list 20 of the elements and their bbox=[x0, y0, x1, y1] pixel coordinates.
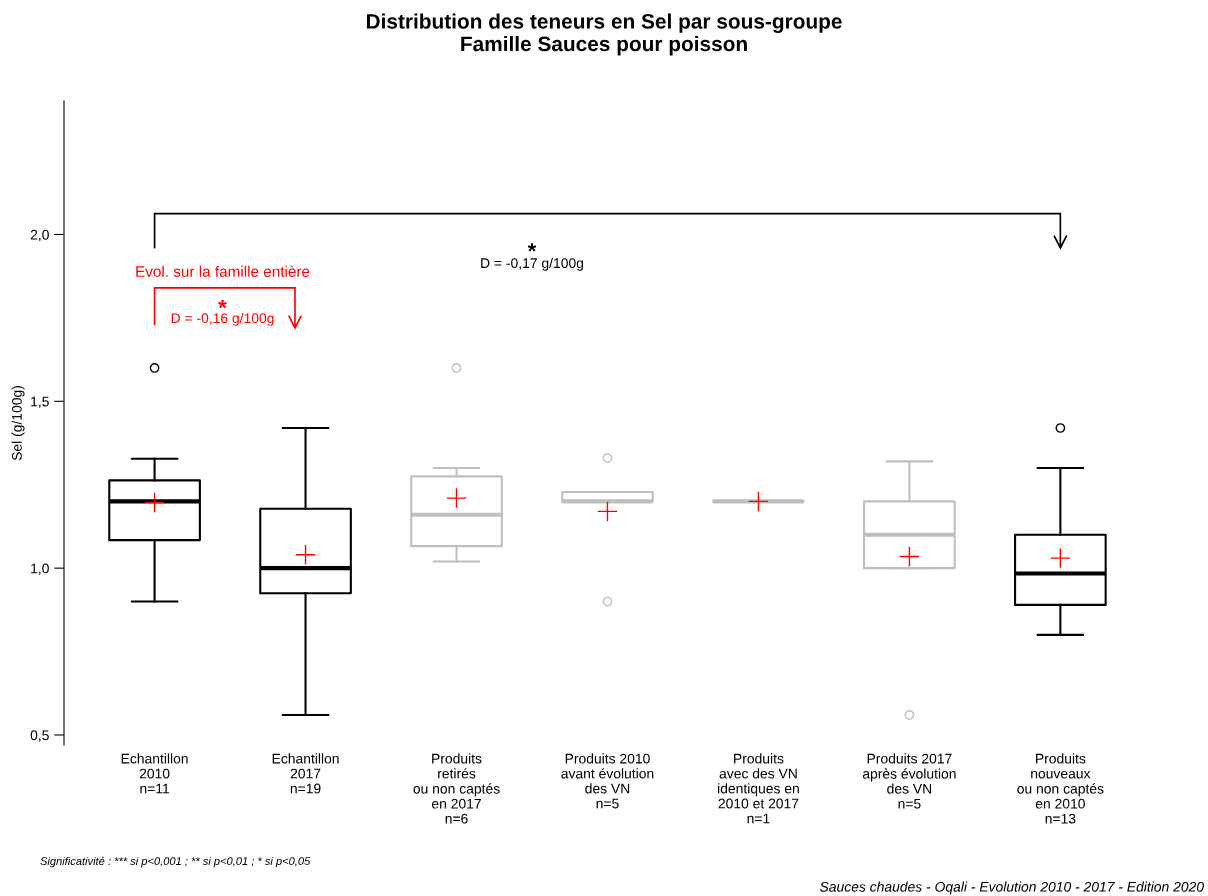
x-tick-label: Produits 2017 après évolution des VN n=5 bbox=[862, 753, 956, 809]
text: Sauces chaudes - Oqali - Evolution 2010 - 2017 - Edition 2020 bbox=[819, 881, 1204, 895]
annotation: D = -0,16 g/100g bbox=[171, 312, 274, 326]
x-tick-label: Produits nouveaux ou non captés en 2010 n=13 bbox=[1017, 753, 1104, 824]
y-tick-label: 1,5 bbox=[31, 396, 49, 409]
annotation: * bbox=[527, 243, 537, 252]
annotation: D = -0,17 g/100g bbox=[481, 257, 584, 271]
annotation: Evol. sur la famille entière bbox=[136, 265, 310, 277]
x-tick-label: Echantillon 2017 n=19 bbox=[272, 753, 339, 794]
annotation: * bbox=[218, 300, 227, 309]
chart-title: Distribution des teneurs en Sel par sous-groupe Famille Sauces pour poisson bbox=[366, 13, 842, 56]
text: Significativité : *** si p<0,001 ; ** si p<0,01 ; * si p<0,05 bbox=[40, 856, 311, 868]
x-tick-label: Produits 2010 avant évolution des VN n=5 bbox=[561, 753, 654, 809]
x-tick-label: Echantillon 2010 n=11 bbox=[121, 753, 188, 794]
y-tick-label: 1,0 bbox=[31, 563, 49, 575]
y-tick-label: 0,5 bbox=[30, 730, 49, 742]
x-tick-label: Produits retirés ou non captés en 2017 n=6 bbox=[413, 753, 500, 824]
y-axis-title: Sel (g/100g) bbox=[11, 386, 25, 461]
x-tick-label: Produits avec des VN identiques en 2010 et 2017 n=1 bbox=[718, 753, 799, 824]
y-tick-label: 2,0 bbox=[30, 229, 49, 242]
